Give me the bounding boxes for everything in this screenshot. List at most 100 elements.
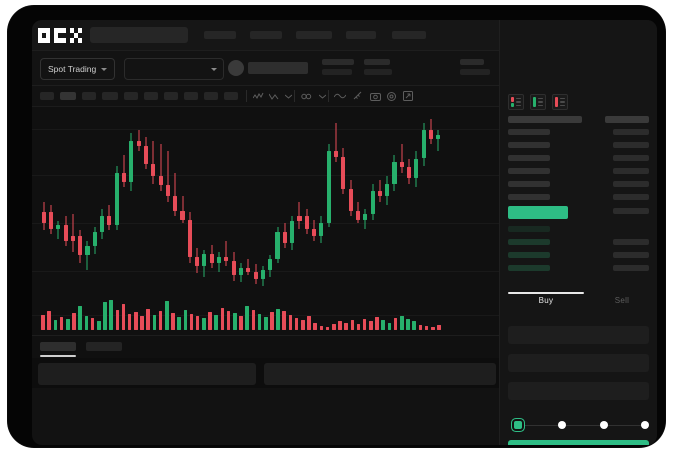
volume-bar [437,324,441,330]
order-price-field[interactable] [508,326,649,344]
volume-bar [270,311,274,330]
bottom-panel-left[interactable] [38,363,256,385]
stepper-dot-75[interactable] [641,421,649,429]
candle [48,107,53,292]
volume-bar [177,317,181,330]
interval-1w[interactable] [184,92,198,100]
stat-last-price [322,59,354,75]
candle [224,107,229,292]
interval-1M[interactable] [204,92,218,100]
nav-item-4[interactable] [346,31,376,39]
volume-bar [393,318,398,330]
tablet-device-frame: Spot Trading [8,6,665,447]
candle [282,107,287,292]
orderbook-row-price[interactable] [508,129,550,135]
orderbook-asks-icon[interactable] [552,94,568,110]
volume-bar [84,316,89,330]
volume-bar [400,316,404,330]
tab-buy[interactable]: Buy [538,296,554,305]
interval-1h[interactable] [124,92,138,100]
settings-gear-icon[interactable] [385,90,397,102]
stat-label [322,59,354,65]
interval-30m[interactable] [102,92,118,100]
candle [304,107,309,292]
volume-bar [59,317,64,330]
candle [260,107,265,292]
volume-bar [282,310,287,330]
tab-active-underline [40,355,76,357]
volume-bar [121,304,126,330]
orderbook-row-price[interactable] [508,194,550,200]
stat-label [364,59,390,65]
interval-more[interactable] [224,92,238,100]
interval-4h[interactable] [144,92,158,100]
pair-selector[interactable] [124,58,224,80]
bottom-panel-right[interactable] [264,363,496,385]
interval-5m[interactable] [60,92,76,100]
stepper-dot-25[interactable] [558,421,566,429]
indicators-icon[interactable] [268,90,280,102]
submit-order-button[interactable] [508,440,649,445]
stepper-dot-50[interactable] [600,421,608,429]
chart-type-chevron-icon[interactable] [282,90,294,102]
interval-1d[interactable] [164,92,178,100]
orderbook-trade-panel: Buy Sell [499,20,657,445]
orderbook-bids-icon[interactable] [530,94,546,110]
volume-bar [338,321,342,330]
tab-open-orders[interactable] [40,342,76,351]
orderbook-row-price[interactable] [508,252,550,258]
candle [173,107,178,292]
orderbook-row-price[interactable] [508,239,550,245]
search-input[interactable] [90,27,188,43]
candle [165,107,170,292]
market-type-selector[interactable]: Spot Trading [40,58,116,80]
volume-bar [381,320,386,330]
candle [41,107,46,292]
nav-item-2[interactable] [250,31,282,39]
volume-bar [90,318,95,330]
okx-logo-icon[interactable] [38,28,82,43]
candle [407,107,412,292]
orderbook-row-price[interactable] [508,226,550,232]
orderbook-row-price[interactable] [508,265,550,271]
tab-order-history[interactable] [86,342,122,351]
candle [319,107,324,292]
stat-value [322,69,352,75]
tablet-screen: Spot Trading [32,20,657,445]
interval-15m[interactable] [82,92,96,100]
orderbook-row-price[interactable] [508,168,550,174]
chart-type-chevron-icon[interactable] [316,90,328,102]
volume-bar [140,316,144,330]
tab-sell[interactable]: Sell [614,296,630,305]
gridline [32,315,657,316]
chevron-down-icon [101,67,108,71]
orderbook-row-amount [613,155,649,161]
volume-bar [239,316,243,330]
line-chart-icon[interactable] [252,90,264,102]
volume-bar [263,317,268,330]
stepper-dot-0[interactable] [514,421,522,429]
interval-1m[interactable] [40,92,54,100]
nav-item-5[interactable] [392,31,426,39]
order-total-field[interactable] [508,382,649,400]
compare-icon[interactable] [300,90,312,102]
orderbook-row-price[interactable] [508,142,550,148]
candle [195,107,200,292]
orderbook-both-icon[interactable] [508,94,524,110]
pair-name [248,62,308,74]
stat-value [364,69,392,75]
orderbook-row-price[interactable] [508,155,550,161]
wave-trend-icon[interactable] [334,90,346,102]
amount-percent-stepper[interactable] [510,420,649,432]
order-amount-field[interactable] [508,354,649,372]
fullscreen-icon[interactable] [402,90,414,102]
nav-item-3[interactable] [296,31,332,39]
volume-bar [115,309,120,330]
volume-bar [220,307,225,330]
orderbook-row-price[interactable] [508,181,550,187]
measure-ruler-icon[interactable] [352,90,364,102]
camera-snapshot-icon[interactable] [369,90,381,102]
nav-item-1[interactable] [204,31,236,39]
orderbook-row-amount [613,194,649,200]
